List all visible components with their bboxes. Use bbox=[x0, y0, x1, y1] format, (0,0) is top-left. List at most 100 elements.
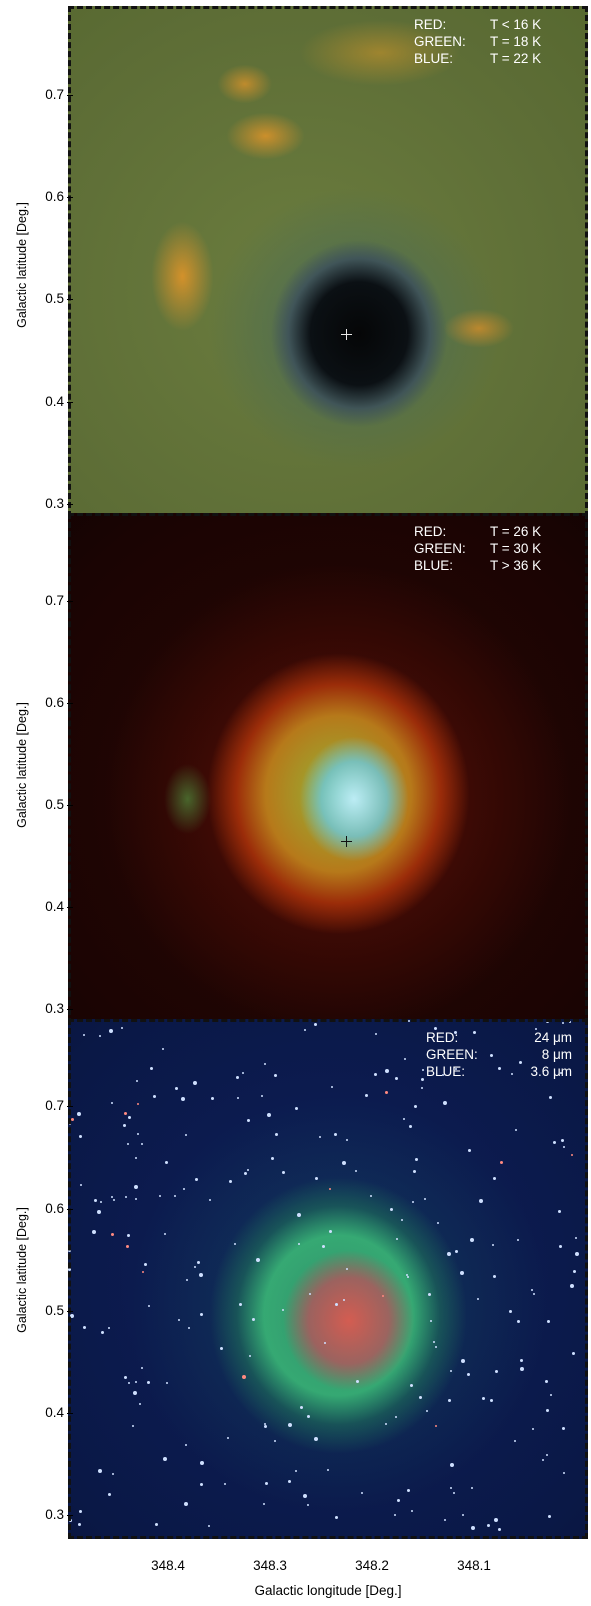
star bbox=[335, 1303, 338, 1306]
star bbox=[517, 1239, 519, 1241]
star bbox=[561, 1139, 564, 1142]
star bbox=[77, 1112, 81, 1116]
star bbox=[274, 1074, 277, 1077]
star bbox=[535, 1028, 537, 1030]
star bbox=[493, 1275, 496, 1278]
star bbox=[324, 1342, 326, 1344]
legend-blue-value: T = 22 K bbox=[490, 51, 542, 66]
star bbox=[184, 1502, 188, 1506]
star bbox=[490, 1054, 493, 1057]
star bbox=[80, 1184, 82, 1186]
star bbox=[78, 1523, 81, 1526]
star bbox=[370, 1195, 372, 1197]
center-marker bbox=[341, 329, 352, 340]
star bbox=[468, 1149, 471, 1152]
star bbox=[94, 1199, 97, 1202]
star bbox=[487, 1524, 490, 1527]
star bbox=[174, 1195, 176, 1197]
star bbox=[288, 1480, 291, 1483]
star bbox=[550, 1394, 552, 1396]
color-legend: RED: T = 26 K GREEN: T = 30 K BLUE: T > 36 … bbox=[414, 523, 572, 574]
star bbox=[194, 1266, 196, 1268]
legend-green-value: T = 30 K bbox=[490, 541, 542, 556]
y-tick-label: 0.6 bbox=[36, 189, 73, 204]
star bbox=[407, 1489, 410, 1492]
star bbox=[575, 1252, 579, 1256]
star bbox=[428, 1293, 431, 1296]
star bbox=[164, 1233, 166, 1235]
star bbox=[545, 1380, 548, 1383]
star bbox=[297, 1213, 301, 1217]
star bbox=[68, 1446, 70, 1448]
star bbox=[448, 1399, 451, 1402]
x-tick-label: 348.2 bbox=[355, 1558, 389, 1573]
legend-blue-label: BLUE: bbox=[414, 558, 454, 573]
star bbox=[147, 1381, 150, 1384]
star bbox=[249, 1355, 251, 1357]
star bbox=[453, 1492, 455, 1494]
star bbox=[127, 1143, 129, 1145]
star bbox=[263, 1503, 265, 1505]
star bbox=[575, 1237, 577, 1239]
star bbox=[397, 1499, 400, 1502]
legend-red-value: 24 μm bbox=[534, 1030, 572, 1045]
star bbox=[256, 1258, 260, 1262]
star bbox=[396, 1238, 398, 1240]
star bbox=[467, 1373, 470, 1376]
star bbox=[307, 1415, 310, 1418]
star bbox=[165, 1161, 168, 1164]
y-axis-label: Galactic latitude [Deg.] bbox=[15, 202, 29, 328]
star bbox=[166, 1382, 168, 1384]
star bbox=[385, 1423, 387, 1425]
star bbox=[450, 1463, 454, 1467]
star bbox=[314, 1023, 317, 1026]
star bbox=[342, 1161, 346, 1165]
star bbox=[195, 1178, 198, 1181]
star bbox=[520, 1367, 524, 1371]
star bbox=[434, 1027, 437, 1030]
star bbox=[141, 1367, 143, 1369]
star bbox=[298, 1243, 300, 1245]
y-tick-label: 0.3 bbox=[36, 1507, 73, 1522]
star bbox=[244, 1172, 247, 1175]
star bbox=[450, 1370, 452, 1372]
star bbox=[209, 1199, 211, 1201]
star bbox=[124, 1376, 127, 1379]
star bbox=[121, 1027, 123, 1029]
star bbox=[264, 1425, 267, 1428]
star bbox=[69, 1519, 72, 1522]
star bbox=[571, 1154, 573, 1156]
star bbox=[264, 1063, 266, 1065]
star bbox=[178, 1319, 180, 1321]
star bbox=[111, 1196, 113, 1198]
star bbox=[437, 1222, 439, 1224]
star bbox=[461, 1359, 465, 1363]
y-tick-label: 0.6 bbox=[36, 1201, 73, 1216]
star bbox=[111, 1233, 114, 1236]
y-tick-label: 0.5 bbox=[36, 797, 73, 812]
star bbox=[220, 1347, 223, 1350]
star bbox=[462, 1514, 464, 1516]
star bbox=[211, 1097, 214, 1100]
star bbox=[322, 1245, 325, 1248]
star bbox=[412, 1201, 414, 1203]
y-tick-label: 0.6 bbox=[36, 695, 73, 710]
star bbox=[242, 1072, 244, 1074]
star bbox=[415, 1158, 418, 1161]
temperature-map-cold: RED: T < 16 K GREEN: T = 18 K BLUE: T = 22 … bbox=[68, 6, 588, 526]
star bbox=[188, 1327, 190, 1329]
star bbox=[482, 1397, 485, 1400]
star bbox=[295, 1107, 298, 1110]
legend-blue-label: BLUE: bbox=[426, 1064, 466, 1079]
star bbox=[455, 1250, 458, 1253]
star bbox=[519, 1061, 522, 1064]
y-axis-label: Galactic latitude [Deg.] bbox=[15, 702, 29, 828]
star bbox=[421, 1078, 424, 1081]
star bbox=[546, 1020, 549, 1023]
star bbox=[135, 1381, 137, 1383]
star bbox=[411, 1510, 413, 1512]
star bbox=[314, 1437, 318, 1441]
temperature-map-warm: RED: T = 26 K GREEN: T = 30 K BLUE: T > 36 … bbox=[68, 513, 588, 1033]
star bbox=[569, 1021, 571, 1023]
star bbox=[242, 1375, 246, 1379]
